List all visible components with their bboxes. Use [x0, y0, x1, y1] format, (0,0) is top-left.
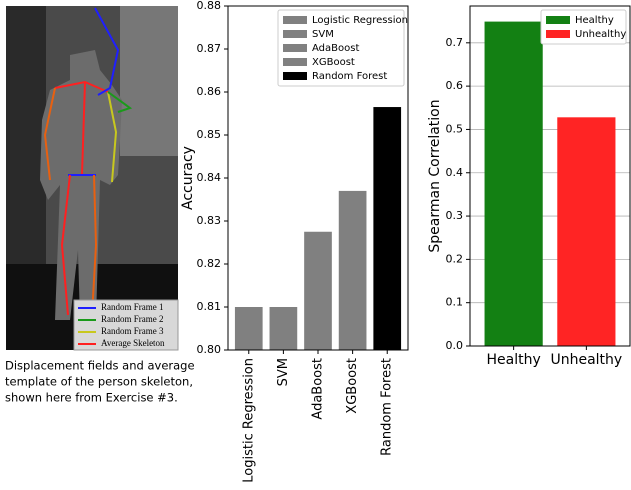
caption-line: template of the person skeleton, — [5, 375, 193, 389]
page: Random Frame 1 Random Frame 2 Random Frame… — [0, 0, 631, 490]
legend-label: AdaBoost — [312, 43, 359, 54]
y-tick-label: 0.5 — [446, 122, 464, 135]
legend-label: XGBoost — [312, 57, 355, 68]
legend-swatch — [283, 30, 307, 38]
bar — [304, 232, 332, 350]
y-tick-label: 0.6 — [446, 79, 464, 92]
y-tick-label: 0.4 — [446, 166, 464, 179]
legend-swatch — [283, 72, 307, 80]
legend-swatch — [546, 30, 570, 38]
x-tick-label: Logistic Regression — [241, 358, 256, 483]
bar — [373, 107, 401, 350]
y-tick-label: 0.85 — [197, 128, 222, 141]
y-tick-label: 0.2 — [446, 252, 464, 265]
x-tick-label: Healthy — [487, 352, 541, 368]
y-tick-label: 0.1 — [446, 296, 464, 309]
x-tick-label: SVM — [276, 358, 291, 386]
legend-label: Random Frame 1 — [101, 302, 164, 312]
legend-label: Healthy — [575, 15, 614, 26]
y-tick-label: 0.87 — [197, 42, 222, 55]
depth-image — [6, 6, 178, 350]
y-tick-label: 0.7 — [446, 36, 464, 49]
legend-label: SVM — [312, 29, 334, 40]
bar — [235, 307, 263, 350]
y-tick-label: 0.80 — [197, 343, 222, 356]
y-tick-label: 0.86 — [197, 85, 222, 98]
y-axis-label: Accuracy — [180, 146, 196, 210]
legend-label: Unhealthy — [575, 29, 626, 40]
caption-line: Displacement fields and average — [5, 359, 195, 373]
bar — [485, 22, 543, 346]
x-tick-label: Random Forest — [380, 358, 395, 456]
legend-swatch — [283, 44, 307, 52]
bar — [339, 191, 367, 350]
y-tick-label: 0.88 — [197, 0, 222, 12]
legend-label: Logistic Regression — [312, 15, 408, 26]
legend-label: Random Frame 3 — [101, 326, 164, 336]
y-tick-label: 0.81 — [197, 300, 222, 313]
legend-label: Average Skeleton — [101, 338, 165, 348]
legend-label: Random Frame 2 — [101, 314, 164, 324]
y-tick-label: 0.82 — [197, 257, 222, 270]
caption-line: shown here from Exercise #3. — [5, 391, 178, 405]
bar — [557, 117, 615, 346]
legend-label: Random Forest — [312, 71, 387, 82]
x-tick-label: AdaBoost — [311, 358, 326, 420]
legend-swatch — [546, 16, 570, 24]
legend-swatch — [283, 58, 307, 66]
x-tick-label: Unhealthy — [550, 352, 622, 368]
y-axis-label: Spearman Correlation — [427, 99, 443, 252]
legend-swatch — [283, 16, 307, 24]
y-tick-label: 0.0 — [446, 339, 464, 352]
bar — [270, 307, 298, 350]
x-tick-label: XGBoost — [345, 358, 360, 414]
y-tick-label: 0.3 — [446, 209, 464, 222]
figure: Random Frame 1 Random Frame 2 Random Frame… — [0, 0, 631, 490]
y-tick-label: 0.83 — [197, 214, 222, 227]
y-tick-label: 0.84 — [197, 171, 222, 184]
